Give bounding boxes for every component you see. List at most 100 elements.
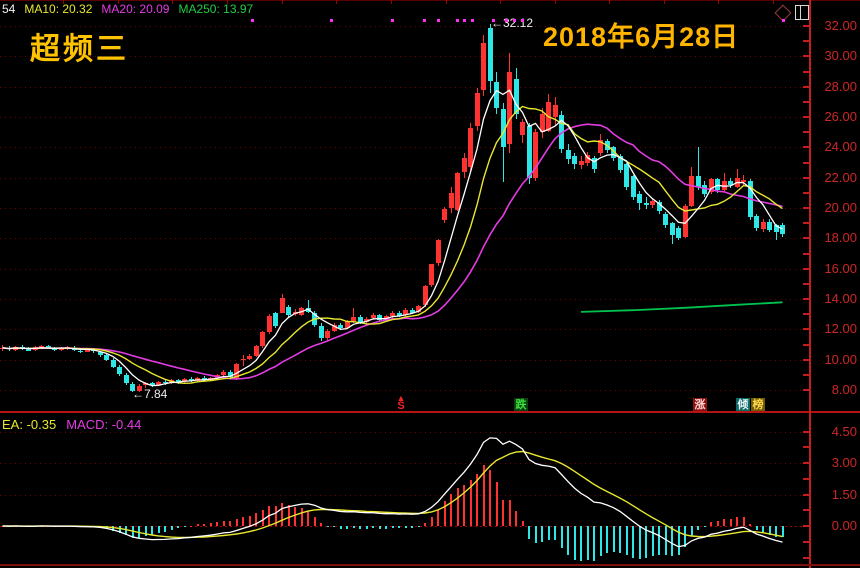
macd-bar-negative	[183, 526, 186, 527]
low-annotation: ←7.84	[132, 387, 168, 401]
macd-bar-positive	[736, 517, 738, 526]
macd-gridline	[0, 495, 809, 496]
macd-bar-positive	[203, 523, 205, 526]
candle-down	[123, 374, 129, 384]
macd-bar-positive	[729, 518, 732, 526]
price-axis-tick	[803, 237, 809, 240]
month-tick	[118, 0, 119, 4]
ma250-readout: MA250: 13.97	[178, 2, 254, 16]
price-axis-label: 16.00	[824, 260, 857, 276]
macd-gridline	[0, 432, 809, 433]
price-axis-tick	[803, 55, 809, 58]
macd-bar-negative	[684, 526, 686, 548]
macd-bar-positive	[294, 506, 296, 526]
indicator-line	[580, 301, 783, 313]
macd-bar-negative	[768, 526, 771, 536]
candle-up	[650, 201, 655, 205]
magenta-dot	[492, 19, 495, 22]
ma20-readout: MA20: 20.09	[101, 2, 170, 16]
macd-bar-negative	[411, 526, 413, 528]
candle-down	[617, 156, 623, 171]
candle-down	[513, 79, 519, 114]
candle-up	[403, 309, 408, 316]
candle-down	[487, 27, 493, 81]
candle-up	[481, 43, 486, 90]
macd-bar-negative	[625, 526, 628, 556]
price-gridline	[0, 117, 809, 118]
board-badge-right[interactable]: 榜	[751, 398, 765, 412]
month-tick	[664, 0, 665, 4]
price-axis-tick	[803, 313, 809, 316]
macd-bar-positive	[242, 517, 244, 526]
fall-badge[interactable]: 跌	[514, 398, 528, 412]
candle-down	[110, 359, 116, 367]
macd-bar-positive	[495, 481, 498, 526]
rise-badge[interactable]: 涨	[693, 398, 707, 412]
price-gridline	[0, 360, 809, 361]
price-gridline	[0, 390, 809, 391]
candle-down	[201, 377, 207, 380]
stock-name-watermark: 超频三	[30, 33, 129, 66]
price-gridline	[0, 87, 809, 88]
price-axis-tick	[803, 267, 809, 270]
candle-up	[416, 305, 421, 313]
macd-bar-negative	[573, 526, 576, 560]
macd-bar-negative	[775, 526, 777, 537]
macd-bar-positive	[502, 499, 504, 526]
price-axis-tick	[803, 116, 809, 118]
date-watermark: 2018年6月28日	[543, 22, 740, 52]
macd-bar-positive	[307, 511, 309, 526]
price-gridline	[0, 147, 809, 148]
price-axis-tick	[803, 222, 809, 225]
candle-down	[188, 378, 194, 381]
split-window-icon[interactable]	[795, 5, 809, 20]
macd-bar-positive	[300, 508, 303, 526]
magenta-dot	[782, 19, 785, 22]
price-axis-label: 24.00	[824, 139, 857, 155]
macd-bar-positive	[287, 504, 290, 526]
macd-bar-positive	[209, 523, 212, 526]
macd-axis-tick	[803, 493, 809, 496]
candle-up	[682, 206, 688, 237]
candle-up	[253, 346, 259, 356]
magenta-dot	[521, 19, 524, 22]
price-axis-label: 30.00	[824, 48, 857, 64]
candle-down	[565, 150, 571, 160]
month-tick	[172, 0, 173, 4]
candle-wick-down	[80, 348, 81, 353]
candle-up	[461, 157, 467, 173]
candle-down	[728, 181, 733, 186]
candle-up	[539, 113, 545, 133]
month-tick	[555, 0, 556, 4]
macd-bar-negative	[697, 526, 699, 530]
macd-bar-negative	[151, 526, 153, 536]
price-axis-label: 28.00	[824, 78, 857, 94]
candle-down	[500, 109, 506, 148]
candle-up	[221, 371, 226, 375]
price-gridline	[0, 269, 809, 270]
candle-up	[351, 317, 356, 321]
candle-up	[533, 132, 538, 178]
board-badge-left[interactable]: 倾	[736, 398, 750, 412]
price-axis-label: 12.00	[824, 321, 857, 337]
macd-bar-negative	[762, 526, 764, 533]
macd-bar-negative	[638, 526, 641, 559]
price-axis-tick	[803, 100, 809, 103]
month-tick	[773, 0, 774, 4]
candle-down	[637, 194, 642, 204]
price-axis-tick	[803, 298, 809, 300]
macd-bar-negative	[703, 526, 706, 527]
macd-axis-tick	[803, 446, 809, 449]
price-axis-tick	[803, 85, 809, 88]
candle-down	[273, 313, 278, 326]
macd-bar-negative	[359, 526, 361, 529]
candle-wick-down	[307, 299, 309, 314]
candle-down	[162, 381, 168, 384]
candle-down	[318, 325, 324, 339]
macd-bar-positive	[710, 522, 712, 526]
macd-bar-negative	[534, 526, 537, 543]
macd-bar-positive	[222, 520, 225, 526]
candle-up	[442, 208, 447, 221]
macd-bar-positive	[450, 494, 452, 526]
